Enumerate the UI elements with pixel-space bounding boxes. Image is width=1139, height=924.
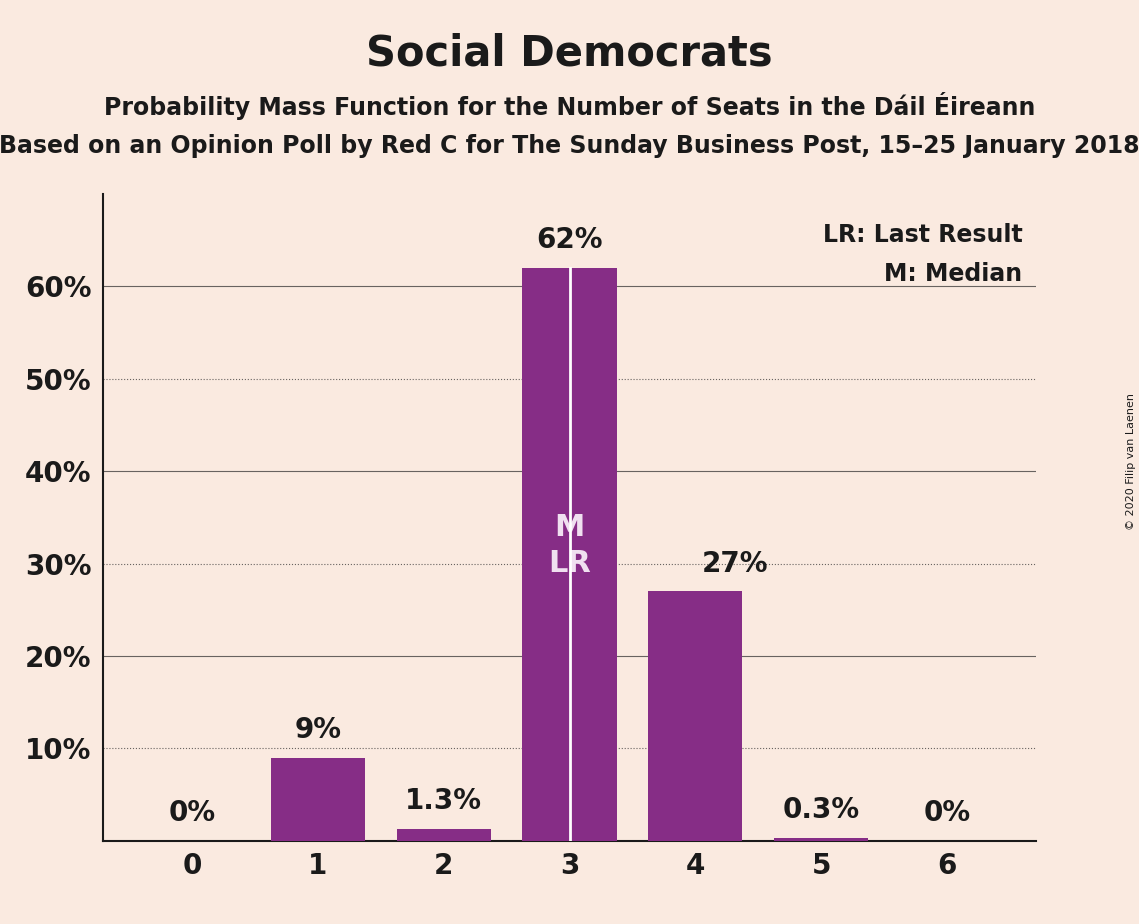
Text: 62%: 62% — [536, 226, 603, 254]
Text: 0%: 0% — [169, 799, 215, 827]
Bar — [648, 591, 743, 841]
Text: 0%: 0% — [924, 799, 970, 827]
Text: Social Democrats: Social Democrats — [366, 32, 773, 74]
Bar — [523, 268, 616, 841]
Text: 0.3%: 0.3% — [782, 796, 860, 824]
Text: Probability Mass Function for the Number of Seats in the Dáil Éireann: Probability Mass Function for the Number… — [104, 92, 1035, 120]
Text: 1.3%: 1.3% — [405, 787, 482, 815]
Bar — [773, 838, 868, 841]
Text: LR: Last Result: LR: Last Result — [822, 223, 1023, 247]
Bar — [271, 758, 366, 841]
Text: Based on an Opinion Poll by Red C for The Sunday Business Post, 15–25 January 20: Based on an Opinion Poll by Red C for Th… — [0, 134, 1139, 158]
Text: 9%: 9% — [294, 716, 342, 744]
Text: M
LR: M LR — [548, 513, 591, 578]
Text: M: Median: M: Median — [884, 262, 1023, 286]
Text: © 2020 Filip van Laenen: © 2020 Filip van Laenen — [1126, 394, 1136, 530]
Text: 27%: 27% — [702, 550, 768, 578]
Bar — [396, 829, 491, 841]
